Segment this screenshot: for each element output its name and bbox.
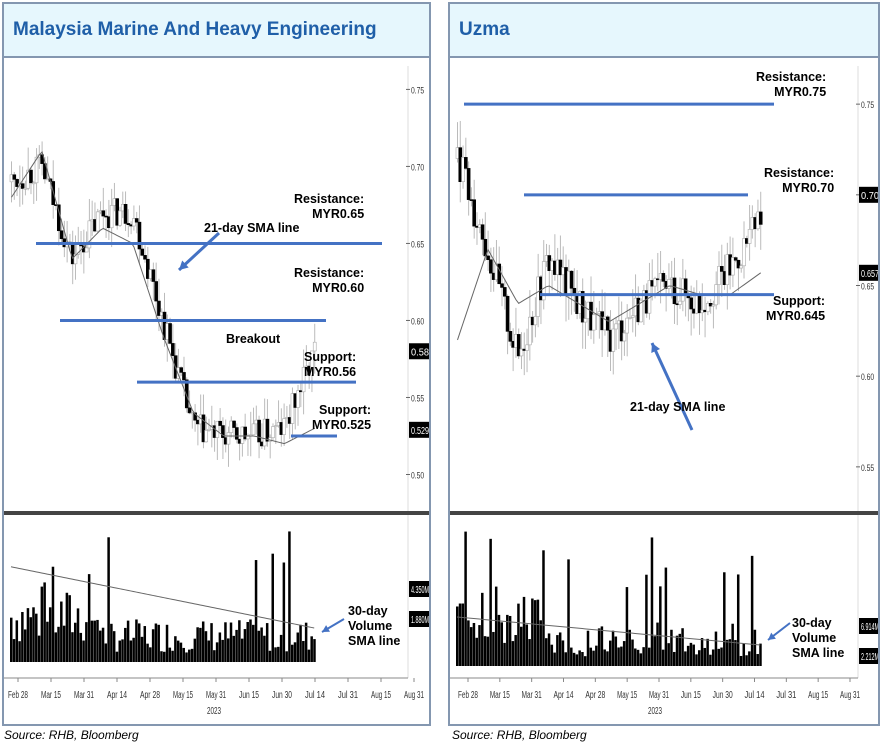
svg-text:Jun 30: Jun 30: [272, 690, 292, 701]
svg-text:Jun 15: Jun 15: [239, 690, 259, 701]
svg-text:1.880M: 1.880M: [411, 615, 429, 626]
label: Resistance:: [294, 266, 365, 280]
value: MYR0.525: [312, 418, 372, 432]
svg-text:0.75: 0.75: [411, 85, 425, 95]
svg-text:Mar 31: Mar 31: [74, 690, 94, 701]
resistance-075-annotation: Resistance: MYR0.75: [756, 70, 826, 100]
svg-text:0.529: 0.529: [411, 426, 429, 437]
resistance-065-annotation: Resistance: MYR0.65: [294, 192, 364, 222]
label: SMA line: [348, 634, 401, 648]
svg-text:0.65: 0.65: [861, 282, 875, 292]
uzma-chart-panel: Uzma 0.750.700.650.600.550.700.6576.914M…: [448, 2, 880, 726]
svg-text:0.70: 0.70: [411, 163, 425, 173]
svg-text:2023: 2023: [207, 706, 221, 717]
svg-text:Apr 14: Apr 14: [107, 690, 127, 701]
label: Volume: [792, 631, 837, 645]
svg-text:Mar 15: Mar 15: [41, 690, 61, 701]
svg-text:Aug 31: Aug 31: [404, 690, 424, 701]
mhb-candlestick-chart: 0.75 0.70 0.65 0.60 0.55 0.50 0.58 0.529 4.350M 1…: [4, 66, 429, 717]
svg-text:May 15: May 15: [617, 690, 637, 701]
support-0645-annotation: Support: MYR0.645: [766, 294, 825, 324]
source-note: Source: RHB, Bloomberg: [452, 728, 587, 742]
source-note: Source: RHB, Bloomberg: [4, 728, 139, 742]
panel-header: Uzma: [450, 4, 878, 58]
breakout-annotation: Breakout: [226, 332, 281, 346]
svg-text:2023: 2023: [648, 706, 662, 717]
svg-text:6.914M: 6.914M: [861, 622, 878, 633]
svg-text:Jun 15: Jun 15: [681, 690, 701, 701]
panel-header: Malaysia Marine And Heavy Engineering: [4, 4, 429, 58]
svg-text:2.212M: 2.212M: [861, 652, 878, 663]
svg-text:Feb 28: Feb 28: [458, 690, 478, 701]
label: Support:: [304, 350, 357, 364]
value: MYR0.60: [312, 281, 365, 295]
sma-annotation: 21-day SMA line: [630, 400, 726, 414]
svg-text:Jul 31: Jul 31: [338, 690, 358, 701]
svg-text:4.350M: 4.350M: [411, 585, 429, 596]
svg-text:0.60: 0.60: [861, 372, 875, 382]
svg-text:Jul 14: Jul 14: [745, 690, 765, 701]
uzma-candlestick-chart: 0.750.700.650.600.550.700.6576.914M2.212…: [450, 66, 878, 717]
label: Resistance:: [764, 166, 835, 180]
svg-text:Mar 31: Mar 31: [522, 690, 542, 701]
value: MYR0.645: [766, 309, 826, 323]
svg-text:Apr 14: Apr 14: [554, 690, 574, 701]
value: MYR0.70: [782, 181, 835, 195]
value: MYR0.56: [304, 365, 357, 379]
svg-text:Jul 14: Jul 14: [305, 690, 325, 701]
svg-text:0.50: 0.50: [411, 471, 425, 481]
svg-text:May 15: May 15: [173, 690, 193, 701]
svg-text:Jul 31: Jul 31: [776, 690, 796, 701]
svg-text:0.657: 0.657: [861, 269, 878, 280]
label: SMA line: [792, 646, 845, 660]
value: MYR0.65: [312, 207, 365, 221]
svg-text:0.65: 0.65: [411, 240, 425, 250]
svg-text:Mar 15: Mar 15: [490, 690, 510, 701]
label: Support:: [318, 403, 372, 417]
svg-text:0.60: 0.60: [411, 317, 425, 327]
svg-text:0.55: 0.55: [411, 394, 425, 404]
mhb-chart-panel: Malaysia Marine And Heavy Engineering 0.…: [2, 2, 431, 726]
resistance-060-annotation: Resistance: MYR0.60: [294, 266, 364, 296]
label: Resistance:: [756, 70, 827, 84]
sma-annotation: 21-day SMA line: [204, 221, 300, 235]
volume-sma-annotation: 30-day Volume SMA line: [348, 604, 400, 649]
svg-text:Aug 31: Aug 31: [840, 690, 860, 701]
svg-text:May 31: May 31: [206, 690, 226, 701]
svg-text:0.70: 0.70: [861, 191, 878, 202]
svg-text:Apr 28: Apr 28: [585, 690, 605, 701]
svg-text:0.75: 0.75: [861, 100, 875, 110]
label: Volume: [348, 619, 393, 633]
panel-title: Uzma: [459, 19, 510, 40]
support-056-annotation: Support: MYR0.56: [304, 350, 356, 380]
label: Support:: [772, 294, 826, 308]
panel-title: Malaysia Marine And Heavy Engineering: [13, 19, 377, 40]
label: 30-day: [348, 604, 388, 618]
svg-text:Aug 15: Aug 15: [371, 690, 391, 701]
support-0525-annotation: Support: MYR0.525: [312, 403, 371, 433]
svg-text:Aug 15: Aug 15: [808, 690, 828, 701]
svg-text:0.58: 0.58: [411, 347, 429, 358]
label: 30-day: [792, 616, 832, 630]
svg-text:Feb 28: Feb 28: [8, 690, 28, 701]
svg-text:0.55: 0.55: [861, 463, 875, 473]
label: Resistance:: [294, 192, 365, 206]
svg-text:May 31: May 31: [649, 690, 669, 701]
value: MYR0.75: [774, 85, 827, 99]
svg-text:Jun 30: Jun 30: [713, 690, 733, 701]
volume-sma-annotation: 30-day Volume SMA line: [792, 616, 844, 661]
svg-text:Apr 28: Apr 28: [140, 690, 160, 701]
resistance-070-annotation: Resistance: MYR0.70: [764, 166, 834, 196]
